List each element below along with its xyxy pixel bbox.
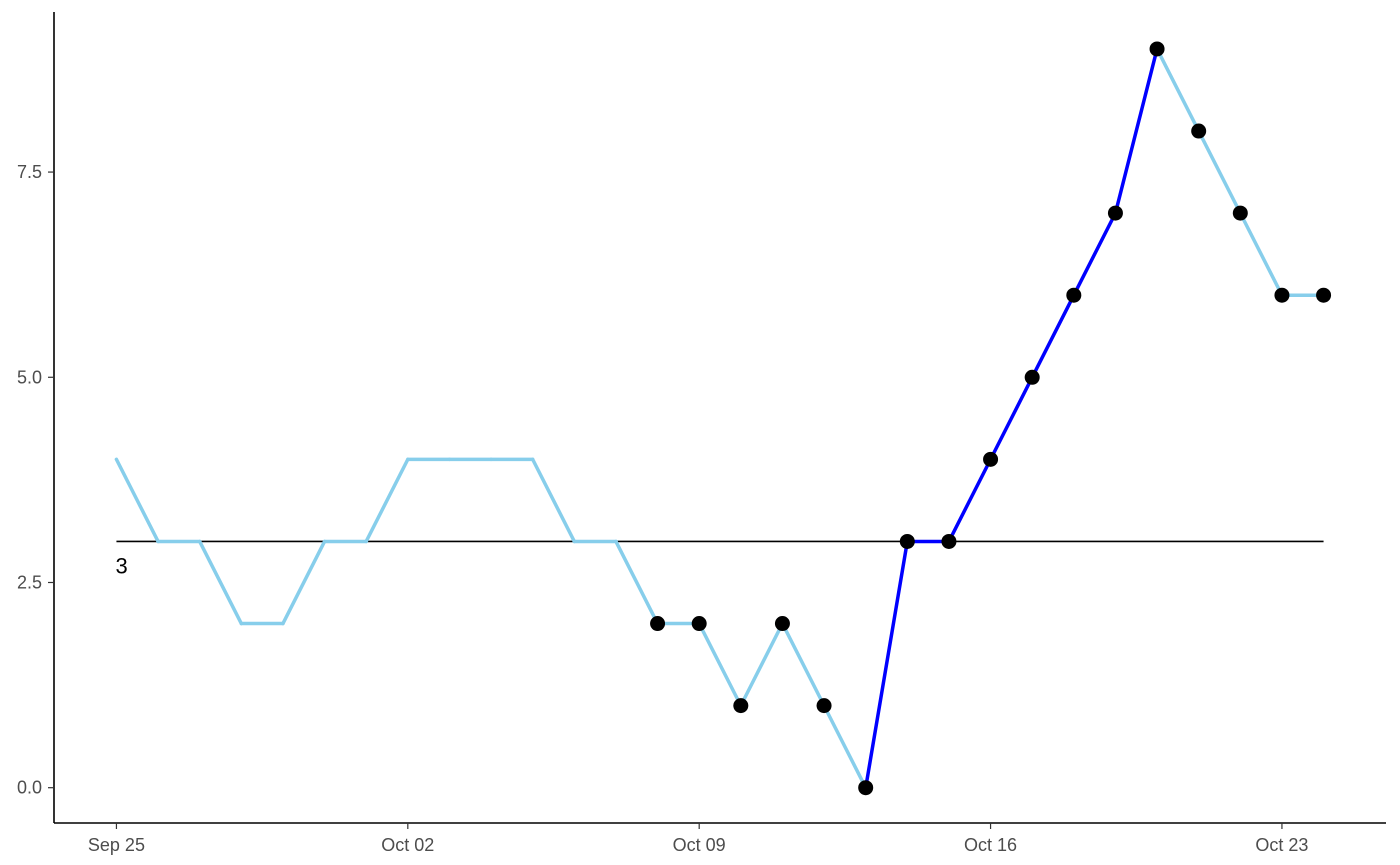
highlight-line-segment [1113, 47, 1159, 215]
data-point [983, 451, 999, 467]
x-tick-label: Oct 02 [381, 835, 434, 855]
line-segment [780, 621, 826, 708]
x-tick-label: Sep 25 [88, 835, 145, 855]
data-point [733, 698, 749, 714]
line-segment [1196, 129, 1243, 215]
data-point [650, 616, 666, 632]
line-segment [114, 457, 160, 544]
data-point [1232, 205, 1248, 221]
data-point [1024, 369, 1040, 385]
x-tick-label: Oct 09 [673, 835, 726, 855]
data-point [1066, 287, 1082, 303]
data-point [1274, 287, 1290, 303]
line-segment [197, 539, 244, 626]
data-point [899, 533, 915, 549]
line-segment [1238, 211, 1284, 297]
data-point [1316, 287, 1332, 303]
y-tick-label: 2.5 [17, 572, 42, 592]
line-segment [614, 539, 660, 626]
line-segment [697, 621, 743, 708]
line-segment [281, 539, 327, 626]
data-point [1107, 205, 1123, 221]
data-point [941, 533, 957, 549]
plot-area: 3 [114, 41, 1332, 796]
data-point [1191, 123, 1207, 139]
highlight-line-segment [947, 457, 993, 544]
data-point [774, 616, 790, 632]
highlight-line-segment [1030, 293, 1076, 380]
data-point [816, 698, 832, 714]
x-tick-label: Oct 23 [1255, 835, 1308, 855]
line-segment [1155, 47, 1201, 133]
highlight-line-segment [988, 375, 1034, 462]
data-point [1149, 41, 1165, 57]
reference-line-label: 3 [115, 553, 127, 578]
line-segment [822, 703, 868, 790]
line-segment [739, 621, 785, 708]
y-tick-label: 5.0 [17, 367, 42, 387]
line-segment [530, 457, 577, 544]
tick-labels: 0.0 2.5 5.0 7.5 Sep 25 Oct 02 Oct 09 Oct 16 Oct … [17, 162, 1308, 855]
axes [48, 12, 1386, 829]
y-tick-label: 7.5 [17, 162, 42, 182]
highlight-line-segment [1072, 211, 1118, 297]
highlight-line-segment [863, 539, 910, 790]
data-point [858, 780, 874, 796]
line-segment [364, 457, 410, 544]
data-point [691, 616, 707, 632]
x-tick-label: Oct 16 [964, 835, 1017, 855]
y-tick-label: 0.0 [17, 778, 42, 798]
